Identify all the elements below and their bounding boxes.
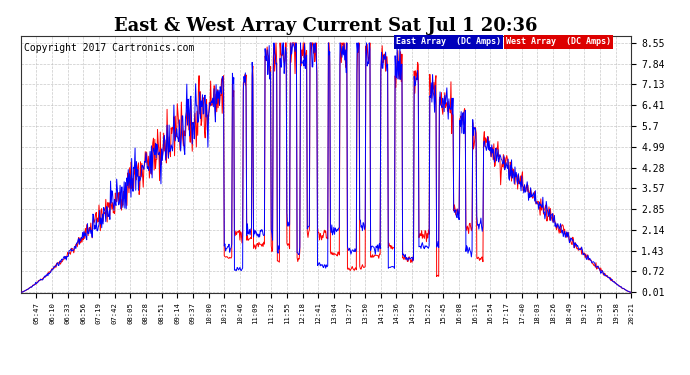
Text: East Array  (DC Amps): East Array (DC Amps) <box>396 38 501 46</box>
Title: East & West Array Current Sat Jul 1 20:36: East & West Array Current Sat Jul 1 20:3… <box>115 18 538 36</box>
Text: Copyright 2017 Cartronics.com: Copyright 2017 Cartronics.com <box>24 43 195 52</box>
Text: West Array  (DC Amps): West Array (DC Amps) <box>506 38 611 46</box>
